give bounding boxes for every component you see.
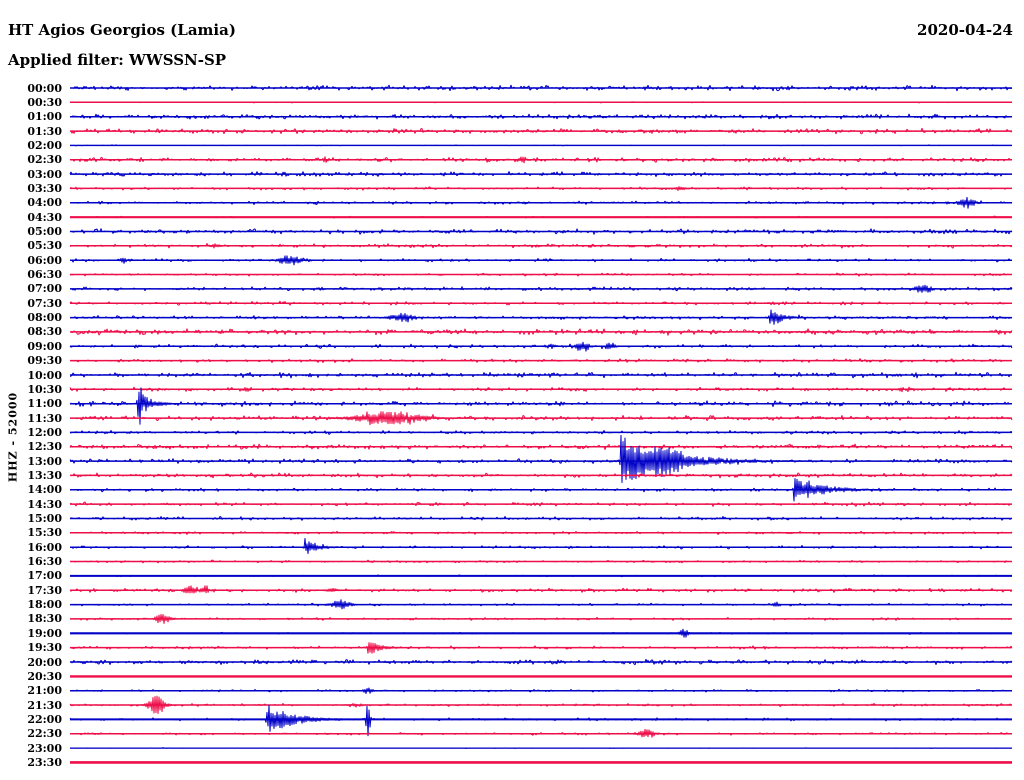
trace-row-0830 xyxy=(70,328,1013,336)
trace-row-0000 xyxy=(70,84,1013,92)
trace-row-2030 xyxy=(70,675,1012,678)
trace-row-2230 xyxy=(70,729,1012,738)
trace-row-1300 xyxy=(69,434,1013,483)
trace-row-1530 xyxy=(69,530,1013,535)
trace-row-1330 xyxy=(69,472,1013,479)
station-name: HT Agios Georgios (Lamia) xyxy=(8,21,236,39)
trace-row-0700 xyxy=(70,284,1013,293)
trace-row-0030 xyxy=(70,101,1012,104)
trace-row-0300 xyxy=(69,171,1012,177)
trace-row-1400 xyxy=(70,478,1012,502)
date-label: 2020-04-24 xyxy=(917,21,1013,39)
trace-row-0400 xyxy=(70,196,1013,209)
trace-row-0800 xyxy=(69,309,1013,325)
trace-row-0530 xyxy=(69,243,1013,249)
trace-row-2130 xyxy=(69,695,1013,714)
trace-row-1900 xyxy=(70,628,1013,638)
trace-row-2300 xyxy=(70,747,1012,750)
trace-row-1500 xyxy=(69,515,1013,521)
trace-row-1630 xyxy=(69,559,1012,564)
trace-row-1800 xyxy=(70,599,1013,610)
trace-row-1200 xyxy=(69,430,1013,435)
trace-row-0330 xyxy=(69,186,1012,191)
trace-row-2200 xyxy=(69,704,1013,737)
applied-filter-label: Applied filter: WWSSN-SP xyxy=(8,51,227,69)
trace-row-0500 xyxy=(69,228,1013,235)
trace-row-1700 xyxy=(70,574,1012,578)
trace-row-2100 xyxy=(70,687,1012,694)
trace-row-1000 xyxy=(70,371,1013,379)
trace-row-1230 xyxy=(69,443,1013,450)
trace-row-0730 xyxy=(69,300,1012,306)
trace-row-1030 xyxy=(69,386,1012,393)
trace-row-1100 xyxy=(69,387,1012,425)
trace-row-2330 xyxy=(70,761,1012,764)
trace-row-0230 xyxy=(70,156,1013,164)
trace-row-1730 xyxy=(69,585,1013,594)
trace-row-2000 xyxy=(70,659,1013,666)
trace-row-0100 xyxy=(69,113,1013,120)
trace-row-0200 xyxy=(70,144,1012,147)
trace-row-0900 xyxy=(69,341,1013,352)
trace-row-0600 xyxy=(70,255,1013,266)
trace-row-0130 xyxy=(69,128,1013,135)
trace-row-1600 xyxy=(70,538,1013,554)
trace-row-1130 xyxy=(69,411,1013,426)
trace-row-0630 xyxy=(69,272,1012,277)
trace-row-1930 xyxy=(69,642,1013,654)
trace-row-0430 xyxy=(69,215,1012,219)
trace-row-1430 xyxy=(69,501,1012,507)
trace-row-1830 xyxy=(70,614,1012,624)
trace-row-0930 xyxy=(70,358,1013,363)
